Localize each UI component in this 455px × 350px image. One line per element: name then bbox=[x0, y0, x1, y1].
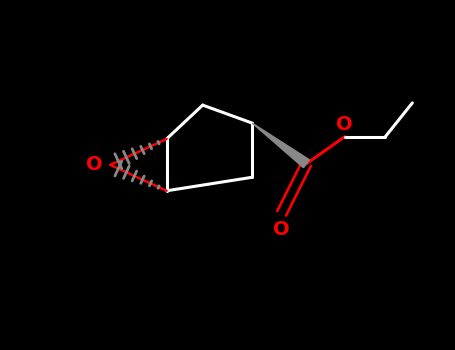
Polygon shape bbox=[253, 123, 309, 168]
Text: O: O bbox=[336, 114, 353, 134]
Text: O: O bbox=[273, 219, 290, 239]
Text: O: O bbox=[86, 155, 103, 174]
